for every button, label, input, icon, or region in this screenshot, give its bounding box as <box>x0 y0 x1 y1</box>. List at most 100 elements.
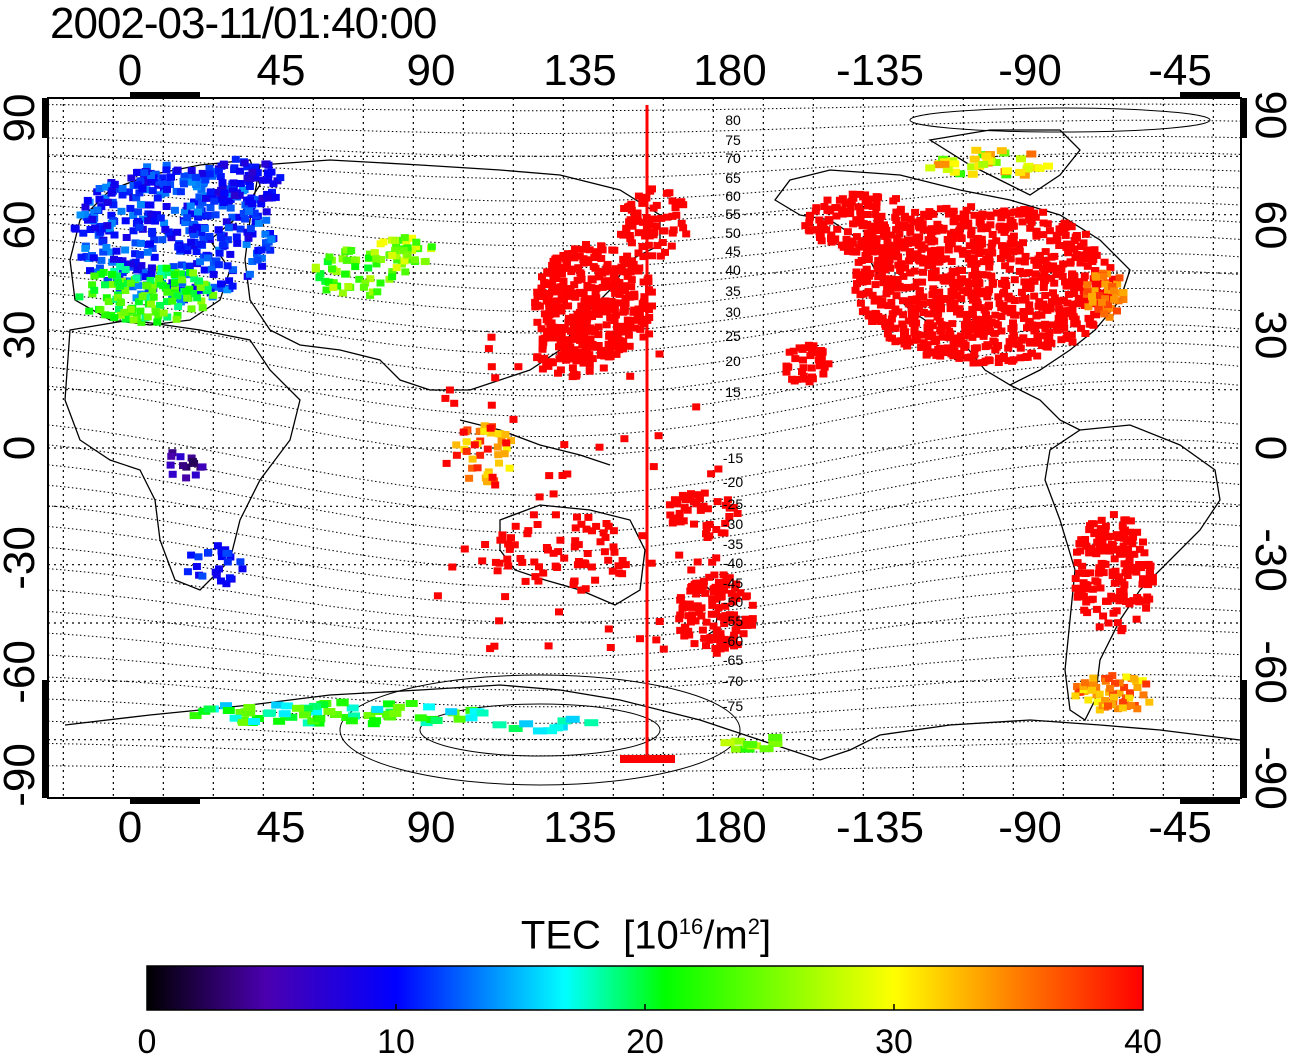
tec-cell <box>1133 528 1142 536</box>
tec-cell <box>1067 307 1076 315</box>
tec-cell <box>861 198 870 206</box>
tec-cell <box>601 534 610 541</box>
tec-cell <box>591 290 600 298</box>
tec-cell <box>581 585 590 593</box>
tec-cell <box>538 273 546 281</box>
tec-cell <box>1045 227 1054 235</box>
colorbar-unit-suffix: ] <box>759 913 772 958</box>
tec-cell <box>604 522 613 530</box>
tec-cell <box>243 704 256 711</box>
tec-cell <box>827 235 835 242</box>
tec-cell <box>309 702 321 710</box>
tec-cell <box>580 297 589 305</box>
tec-cell <box>943 344 952 352</box>
tec-cell <box>96 270 105 278</box>
tec-cell <box>476 451 485 459</box>
tec-cell <box>687 566 696 574</box>
tec-cell <box>693 604 702 611</box>
tec-cell <box>537 284 546 292</box>
tec-cell <box>267 168 276 176</box>
tec-cell <box>871 210 880 218</box>
tec-cell <box>1071 692 1080 700</box>
left-tick-m90: -90 <box>0 743 44 807</box>
tec-cell <box>176 270 185 278</box>
tec-cell <box>693 558 702 566</box>
tec-cell <box>579 255 588 263</box>
tec-cell <box>635 313 644 321</box>
tec-cell <box>1077 324 1086 332</box>
tec-cell <box>1041 292 1050 299</box>
tec-cell <box>342 246 351 254</box>
tec-cell <box>759 745 774 753</box>
tec-cell <box>906 269 915 277</box>
tec-cell <box>174 303 183 310</box>
tec-cell <box>126 279 135 287</box>
tec-cell <box>1126 517 1135 525</box>
tec-cell <box>400 234 409 242</box>
tec-cell <box>896 243 905 251</box>
tec-cell <box>582 310 591 317</box>
tec-cell <box>83 196 92 204</box>
tec-cell <box>1075 569 1084 577</box>
tec-cell <box>1016 207 1025 215</box>
tec-cell <box>187 167 196 174</box>
tec-cell <box>678 604 687 612</box>
tec-cell <box>1046 303 1055 311</box>
tec-cell <box>441 394 450 402</box>
tec-cell <box>332 268 341 275</box>
tec-cell <box>741 593 750 601</box>
tec-cell <box>621 561 630 569</box>
tec-cell <box>557 351 566 359</box>
tec-cell <box>402 238 411 246</box>
tec-cell <box>311 265 320 273</box>
tec-cell <box>708 558 717 566</box>
tec-cell <box>822 226 831 234</box>
tec-cell <box>535 493 544 501</box>
tec-cell <box>539 356 547 364</box>
tec-cell <box>949 352 958 360</box>
tec-cell <box>168 449 177 457</box>
tec-cell <box>1014 210 1023 218</box>
tec-cell <box>738 622 747 630</box>
tec-cell <box>1068 300 1077 308</box>
tec-cell <box>551 310 560 318</box>
tec-cell <box>223 262 232 270</box>
tec-cell <box>968 271 977 279</box>
tec-cell <box>1078 562 1087 570</box>
tec-cell <box>1022 165 1033 173</box>
tec-cell <box>166 173 175 181</box>
tec-cell <box>982 311 990 319</box>
tec-cell <box>584 295 593 303</box>
tec-cell <box>1094 305 1103 313</box>
tec-cell <box>502 444 511 452</box>
tec-cell <box>577 520 586 528</box>
tec-cell <box>811 349 820 357</box>
tec-cell <box>634 229 643 237</box>
tec-cell <box>245 207 253 215</box>
tec-cell <box>191 471 200 479</box>
top-tick-45: 45 <box>257 46 306 95</box>
tec-cell <box>573 276 582 284</box>
top-tick-135: 135 <box>543 46 616 95</box>
tec-cell <box>716 630 725 638</box>
contour-label: 20 <box>725 353 741 369</box>
tec-cell <box>899 311 908 319</box>
tec-cell <box>147 172 155 179</box>
contour-line <box>48 500 1241 571</box>
colorbar-tick-40: 40 <box>1124 1023 1162 1057</box>
tec-cell <box>1092 273 1101 281</box>
tec-cell <box>194 553 203 561</box>
tec-cell <box>196 241 205 248</box>
tec-cell <box>364 264 373 272</box>
contour-label: 70 <box>725 150 741 166</box>
tec-cell <box>462 447 471 455</box>
tec-cell <box>1112 607 1121 615</box>
tec-cell <box>649 463 658 471</box>
tec-cell <box>612 350 621 358</box>
tec-cell <box>192 181 201 188</box>
tec-cell <box>544 362 553 370</box>
tec-cell <box>112 247 121 255</box>
tec-cell <box>868 318 877 325</box>
tec-cell <box>254 219 263 227</box>
tec-cell <box>919 268 927 276</box>
